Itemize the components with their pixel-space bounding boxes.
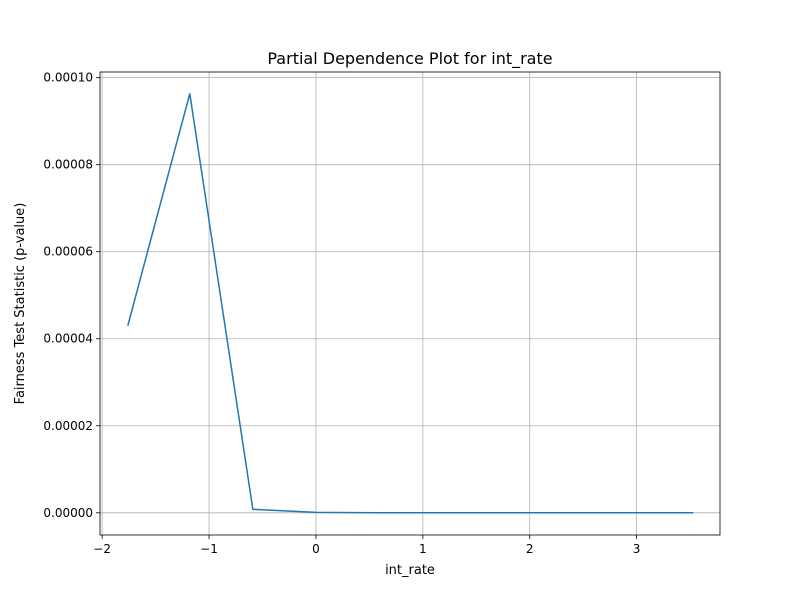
series-layer (127, 93, 694, 514)
ticks: −2 −1 0 1 2 3 0.00000 0.00002 0.00004 0.00006 0.00… (43, 71, 640, 556)
plot-frame (99, 71, 721, 536)
x-tick-label: −2 (93, 542, 111, 556)
y-axis-label: Fairness Test Statistic (p-value) (13, 203, 28, 405)
x-axis-label: int_rate (385, 563, 435, 578)
y-tick-label: 0.00004 (43, 332, 93, 346)
y-tick-label: 0.00000 (43, 506, 93, 520)
y-tick-label: 0.00010 (43, 71, 93, 85)
grid (100, 72, 720, 535)
series-line (127, 93, 694, 514)
y-tick-label: 0.00002 (43, 419, 93, 433)
x-tick-label: 1 (419, 542, 427, 556)
x-tick-label: 0 (312, 542, 320, 556)
chart-title: Partial Dependence Plot for int_rate (267, 49, 552, 69)
x-tick-label: 2 (526, 542, 534, 556)
y-tick-label: 0.00008 (43, 158, 93, 172)
y-tick-label: 0.00006 (43, 245, 93, 259)
x-tick-label: −1 (200, 542, 218, 556)
x-tick-label: 3 (633, 542, 641, 556)
